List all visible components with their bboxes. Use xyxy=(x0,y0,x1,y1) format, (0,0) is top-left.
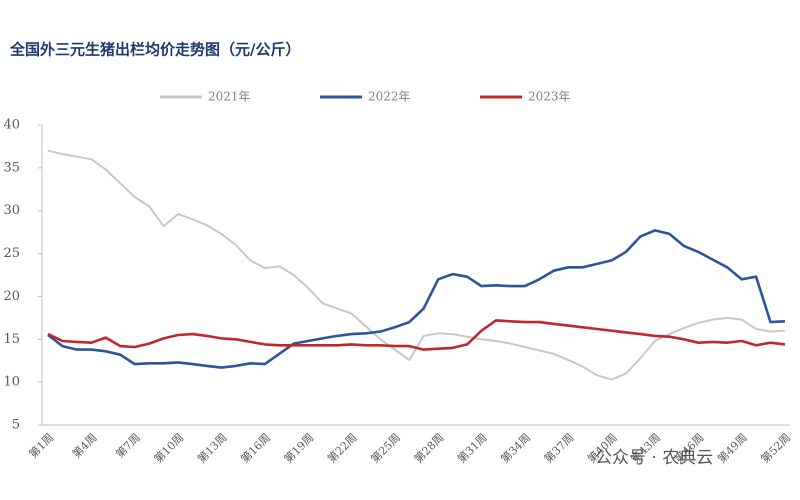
series-line xyxy=(47,149,786,381)
x-tick-label: 第10周 xyxy=(151,430,186,465)
y-tick-label: 10 xyxy=(3,375,20,390)
x-tick-label: 第22周 xyxy=(324,430,359,465)
y-tick-label: 15 xyxy=(3,332,20,347)
y-tick-label: 20 xyxy=(3,289,20,304)
x-tick-label: 第19周 xyxy=(281,430,316,465)
legend-label: 2023年 xyxy=(528,90,571,104)
chart-title: 全国外三元生猪出栏均价走势图（元/公斤） xyxy=(9,41,300,59)
x-tick-label: 第25周 xyxy=(368,430,403,465)
series-line xyxy=(47,319,786,351)
x-tick-label: 第31周 xyxy=(454,430,489,465)
y-tick-label: 40 xyxy=(3,118,20,133)
legend-label: 2022年 xyxy=(368,90,411,104)
y-tick-label: 30 xyxy=(3,203,20,218)
y-tick-label: 5 xyxy=(12,418,20,433)
x-tick-label: 第37周 xyxy=(541,430,576,465)
y-tick-label: 35 xyxy=(3,160,20,175)
y-tick-label: 25 xyxy=(3,246,20,261)
legend: 2021年 2022年 2023年 xyxy=(160,90,571,104)
watermark: 公众号 · 农典云 xyxy=(595,448,713,468)
x-tick-label: 第4周 xyxy=(69,430,99,460)
x-tick-label: 第16周 xyxy=(238,430,273,465)
x-tick-label: 第7周 xyxy=(113,430,143,460)
x-tick-label: 第52周 xyxy=(758,430,793,465)
x-tick-label: 第49周 xyxy=(715,430,750,465)
legend-label: 2021年 xyxy=(208,90,251,104)
x-tick-label: 第28周 xyxy=(411,430,446,465)
x-tick-label: 第1周 xyxy=(26,430,56,460)
series-line xyxy=(47,229,786,369)
x-tick-label: 第13周 xyxy=(194,430,229,465)
x-tick-label: 第34周 xyxy=(498,430,533,465)
